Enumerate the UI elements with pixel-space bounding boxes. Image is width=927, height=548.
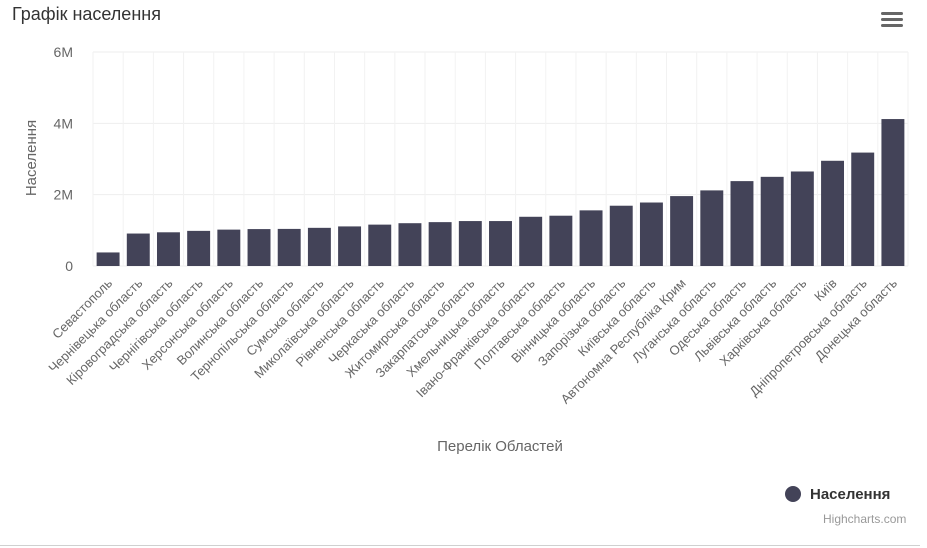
bar[interactable] (156, 232, 180, 266)
bar[interactable] (670, 196, 694, 266)
bar[interactable] (821, 160, 845, 266)
bar[interactable] (126, 233, 150, 266)
bar[interactable] (549, 215, 573, 266)
y-axis-title: Населення (23, 120, 40, 196)
bar[interactable] (398, 223, 422, 266)
bar[interactable] (851, 152, 875, 266)
bar[interactable] (217, 229, 241, 266)
bar[interactable] (338, 226, 362, 266)
context-menu-button[interactable] (878, 8, 906, 32)
legend-marker (785, 486, 801, 502)
bar[interactable] (489, 221, 512, 266)
y-tick-label: 0 (65, 258, 73, 274)
legend-label: Населення (810, 485, 891, 503)
bar[interactable] (277, 228, 301, 266)
y-tick-label: 6M (54, 44, 73, 60)
bar[interactable] (700, 190, 724, 266)
bar[interactable] (519, 216, 543, 266)
bar[interactable] (458, 221, 482, 266)
bar-series (96, 119, 905, 266)
x-axis-title: Перелік Областей (437, 438, 563, 455)
menu-icon-line (881, 18, 903, 21)
credits-link[interactable]: Highcharts.com (823, 512, 907, 526)
bar[interactable] (639, 202, 663, 266)
bar[interactable] (609, 205, 633, 266)
bar[interactable] (760, 176, 784, 266)
bar[interactable] (96, 252, 120, 266)
bar[interactable] (881, 119, 905, 266)
bar[interactable] (579, 210, 603, 266)
bottom-divider (0, 545, 920, 546)
bar[interactable] (247, 229, 271, 266)
menu-icon (881, 12, 903, 15)
legend-item[interactable]: Населення (785, 484, 890, 504)
bar[interactable] (428, 222, 452, 266)
bar[interactable] (790, 171, 814, 266)
bar[interactable] (368, 224, 392, 266)
bar[interactable] (307, 227, 331, 266)
chart-title: Графік населення (12, 4, 161, 24)
y-tick-label: 4M (54, 115, 73, 131)
y-tick-label: 2M (54, 187, 73, 203)
bar[interactable] (730, 181, 754, 266)
menu-icon-line (881, 24, 903, 27)
bar[interactable] (187, 230, 211, 266)
